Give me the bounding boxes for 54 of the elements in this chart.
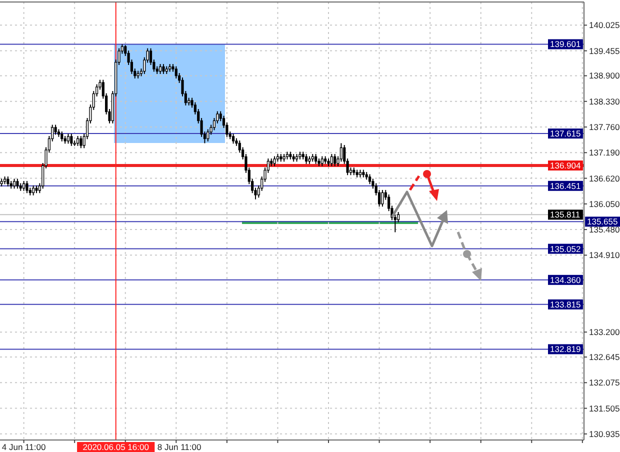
candlestick xyxy=(174,66,178,79)
y-tick-label: 137.760 xyxy=(589,122,620,132)
ref-line-label: 134.360 xyxy=(550,274,581,285)
candlestick xyxy=(80,136,82,149)
ref-line-label: 136.451 xyxy=(550,180,581,191)
candlestick xyxy=(32,184,35,196)
candlestick xyxy=(334,153,336,167)
candlestick xyxy=(158,64,162,74)
candlestick xyxy=(381,189,384,208)
x-tick-label: 4 Jun 11:00 xyxy=(2,442,46,452)
ref-line-label: 137.615 xyxy=(550,128,581,139)
candlestick xyxy=(60,131,64,142)
y-tick-label: 137.190 xyxy=(589,148,620,158)
candlestick xyxy=(76,136,80,146)
y-tick-label: 136.050 xyxy=(589,198,620,209)
ref-line-label: 133.815 xyxy=(550,299,581,310)
y-tick-label: 139.455 xyxy=(589,46,620,56)
candlestick xyxy=(22,180,26,192)
candlestick xyxy=(314,153,318,164)
candlestick xyxy=(273,156,276,167)
y-tick-label: 133.200 xyxy=(589,327,620,338)
x-tick-label: 8 Jun 11:00 xyxy=(157,442,202,452)
y-tick-label: 140.025 xyxy=(589,20,620,30)
y-tick-label: 136.620 xyxy=(589,173,620,184)
y-tick-label: 135.480 xyxy=(589,224,620,235)
ref-line-label: 139.601 xyxy=(550,39,581,50)
ref-line-label: 135.052 xyxy=(550,244,581,254)
candlestick xyxy=(162,64,165,74)
candlestick xyxy=(330,153,333,167)
y-tick-label: 134.910 xyxy=(589,250,620,260)
candlestick xyxy=(232,133,235,144)
candlestick xyxy=(12,178,16,190)
candlestick xyxy=(26,180,28,194)
y-tick-label: 131.505 xyxy=(589,403,620,414)
y-tick-label: 132.645 xyxy=(589,352,620,362)
ref-line-label: 135.811 xyxy=(550,210,580,220)
y-tick-label: 138.900 xyxy=(589,70,620,81)
candlestick xyxy=(304,153,308,164)
candlestick xyxy=(16,178,19,190)
candlestick xyxy=(206,128,210,142)
x-tick-label: 2020.06.05 16:00 xyxy=(82,442,150,452)
candlestick xyxy=(6,176,10,187)
candlestick xyxy=(320,156,324,167)
candlestick xyxy=(368,174,372,185)
candlestick xyxy=(340,142,342,162)
y-tick-label: 138.330 xyxy=(589,96,620,106)
candlestick xyxy=(54,124,57,136)
candlestick xyxy=(70,133,73,146)
ref-line-label: 136.904 xyxy=(550,160,581,170)
ref-line-label: 135.655 xyxy=(587,216,618,227)
ref-line-label: 132.819 xyxy=(550,344,581,354)
y-tick-label: 130.935 xyxy=(589,428,620,439)
y-tick-label: 132.075 xyxy=(589,378,620,388)
candlestick xyxy=(66,133,70,144)
